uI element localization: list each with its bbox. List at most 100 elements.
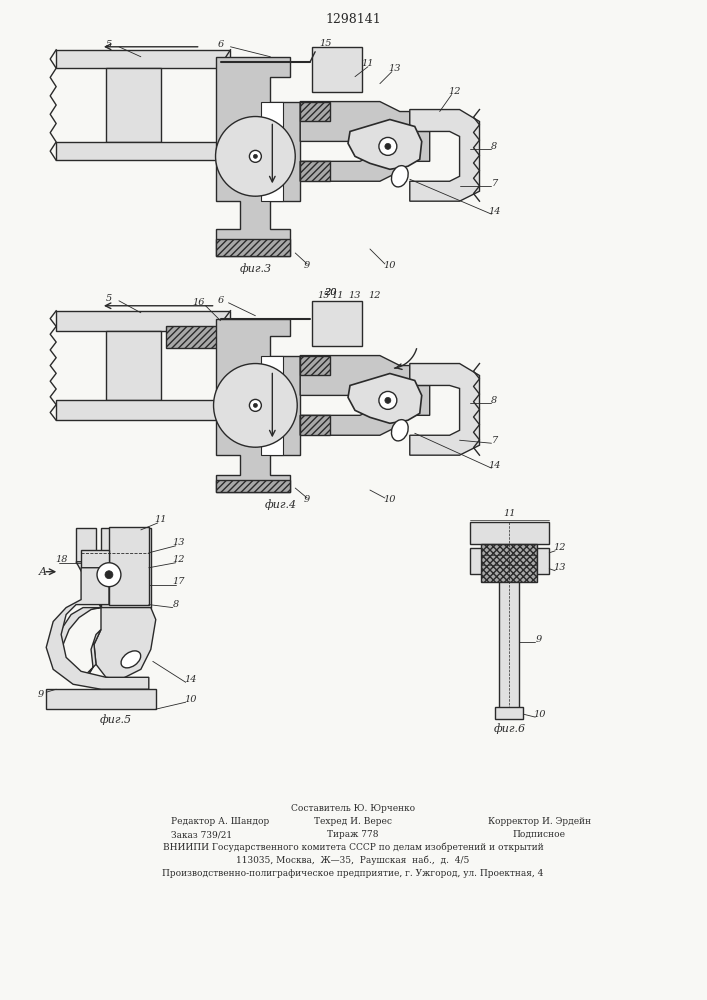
Circle shape (214, 364, 297, 447)
Bar (481, 544, 537, 582)
Text: 10: 10 (384, 495, 396, 504)
Polygon shape (410, 364, 479, 455)
Text: 10: 10 (185, 695, 197, 704)
Bar (46, 689, 156, 709)
Circle shape (250, 150, 262, 162)
Text: 11: 11 (332, 291, 344, 300)
Text: 7: 7 (491, 436, 498, 445)
Bar (262, 102, 284, 201)
Text: 12: 12 (368, 291, 381, 300)
Text: 13: 13 (349, 291, 361, 300)
Text: Корректор И. Эрдейн: Корректор И. Эрдейн (488, 817, 591, 826)
Bar (216, 239, 291, 256)
Text: 14: 14 (489, 207, 501, 216)
Bar (300, 161, 330, 181)
Circle shape (385, 397, 391, 403)
Text: Производственно-полиграфическое предприятие, г. Ужгород, ул. Проектная, 4: Производственно-полиграфическое предприя… (163, 869, 544, 878)
Polygon shape (216, 57, 300, 256)
Text: 15: 15 (317, 291, 329, 300)
Text: фиг.6: фиг.6 (493, 724, 525, 734)
Bar (56, 50, 230, 68)
Text: 13: 13 (173, 538, 185, 547)
Polygon shape (94, 608, 156, 679)
Bar (165, 326, 250, 348)
Bar (76, 528, 96, 563)
Text: 8: 8 (491, 142, 498, 151)
Circle shape (253, 403, 257, 407)
Text: 11: 11 (155, 515, 167, 524)
Polygon shape (348, 120, 422, 169)
Bar (106, 331, 160, 400)
Circle shape (379, 391, 397, 409)
Bar (56, 400, 230, 420)
Circle shape (385, 143, 391, 149)
Bar (496, 707, 523, 719)
Text: 18: 18 (55, 555, 67, 564)
Text: 14: 14 (185, 675, 197, 684)
Bar (312, 301, 362, 346)
Bar (469, 548, 481, 574)
Polygon shape (56, 562, 101, 679)
Text: 5: 5 (106, 294, 112, 303)
Bar (56, 311, 230, 331)
Text: фиг.5: фиг.5 (100, 714, 132, 725)
Text: 9: 9 (304, 495, 310, 504)
Text: 9: 9 (38, 690, 45, 699)
Text: Подписное: Подписное (513, 830, 566, 839)
Text: 13: 13 (553, 563, 566, 572)
Text: 9: 9 (304, 261, 310, 270)
Circle shape (105, 571, 113, 579)
Ellipse shape (392, 166, 408, 187)
Polygon shape (410, 110, 479, 201)
Text: 20: 20 (324, 288, 337, 297)
Text: Техред И. Верес: Техред И. Верес (314, 817, 392, 826)
Bar (300, 415, 330, 435)
Text: 17: 17 (173, 577, 185, 586)
Text: 9: 9 (536, 635, 542, 644)
Circle shape (216, 117, 296, 196)
Text: 20: 20 (324, 288, 337, 297)
Text: 12: 12 (173, 555, 185, 564)
Polygon shape (216, 319, 300, 492)
Text: 10: 10 (533, 710, 546, 719)
Text: 1298141: 1298141 (325, 13, 381, 26)
Text: 16: 16 (192, 298, 205, 307)
Bar (101, 528, 151, 608)
Polygon shape (300, 356, 430, 435)
Bar (300, 102, 330, 121)
Text: 12: 12 (553, 543, 566, 552)
Bar (262, 356, 284, 455)
Text: Составитель Ю. Юрченко: Составитель Ю. Юрченко (291, 804, 415, 813)
Polygon shape (46, 568, 148, 689)
Bar (537, 548, 549, 574)
Text: ВНИИПИ Государственного комитета СССР по делам изобретений и открытий: ВНИИПИ Государственного комитета СССР по… (163, 843, 544, 852)
Text: Тираж 778: Тираж 778 (327, 830, 379, 839)
Text: 8: 8 (491, 396, 498, 405)
Text: 11: 11 (362, 59, 374, 68)
Bar (106, 68, 160, 142)
Text: 5: 5 (106, 40, 112, 49)
Bar (312, 47, 362, 92)
Polygon shape (348, 373, 422, 423)
Bar (300, 356, 330, 375)
Text: 12: 12 (448, 87, 461, 96)
Bar (499, 582, 520, 716)
Bar (81, 550, 109, 568)
Circle shape (97, 563, 121, 587)
Text: 6: 6 (217, 296, 223, 305)
Text: 8: 8 (173, 600, 179, 609)
Text: 7: 7 (491, 179, 498, 188)
Text: 14: 14 (489, 461, 501, 470)
Bar (56, 142, 230, 160)
Bar (109, 527, 148, 605)
Circle shape (379, 137, 397, 155)
Bar (469, 522, 549, 544)
Text: фиг.3: фиг.3 (240, 264, 271, 274)
Text: 6: 6 (217, 40, 223, 49)
Text: фиг.4: фиг.4 (264, 500, 296, 510)
Text: 10: 10 (384, 261, 396, 270)
Bar (216, 480, 291, 492)
Ellipse shape (121, 651, 141, 668)
Ellipse shape (392, 420, 408, 441)
Polygon shape (300, 102, 430, 181)
